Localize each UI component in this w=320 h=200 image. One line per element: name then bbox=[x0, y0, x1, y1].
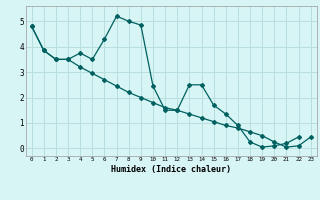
X-axis label: Humidex (Indice chaleur): Humidex (Indice chaleur) bbox=[111, 165, 231, 174]
